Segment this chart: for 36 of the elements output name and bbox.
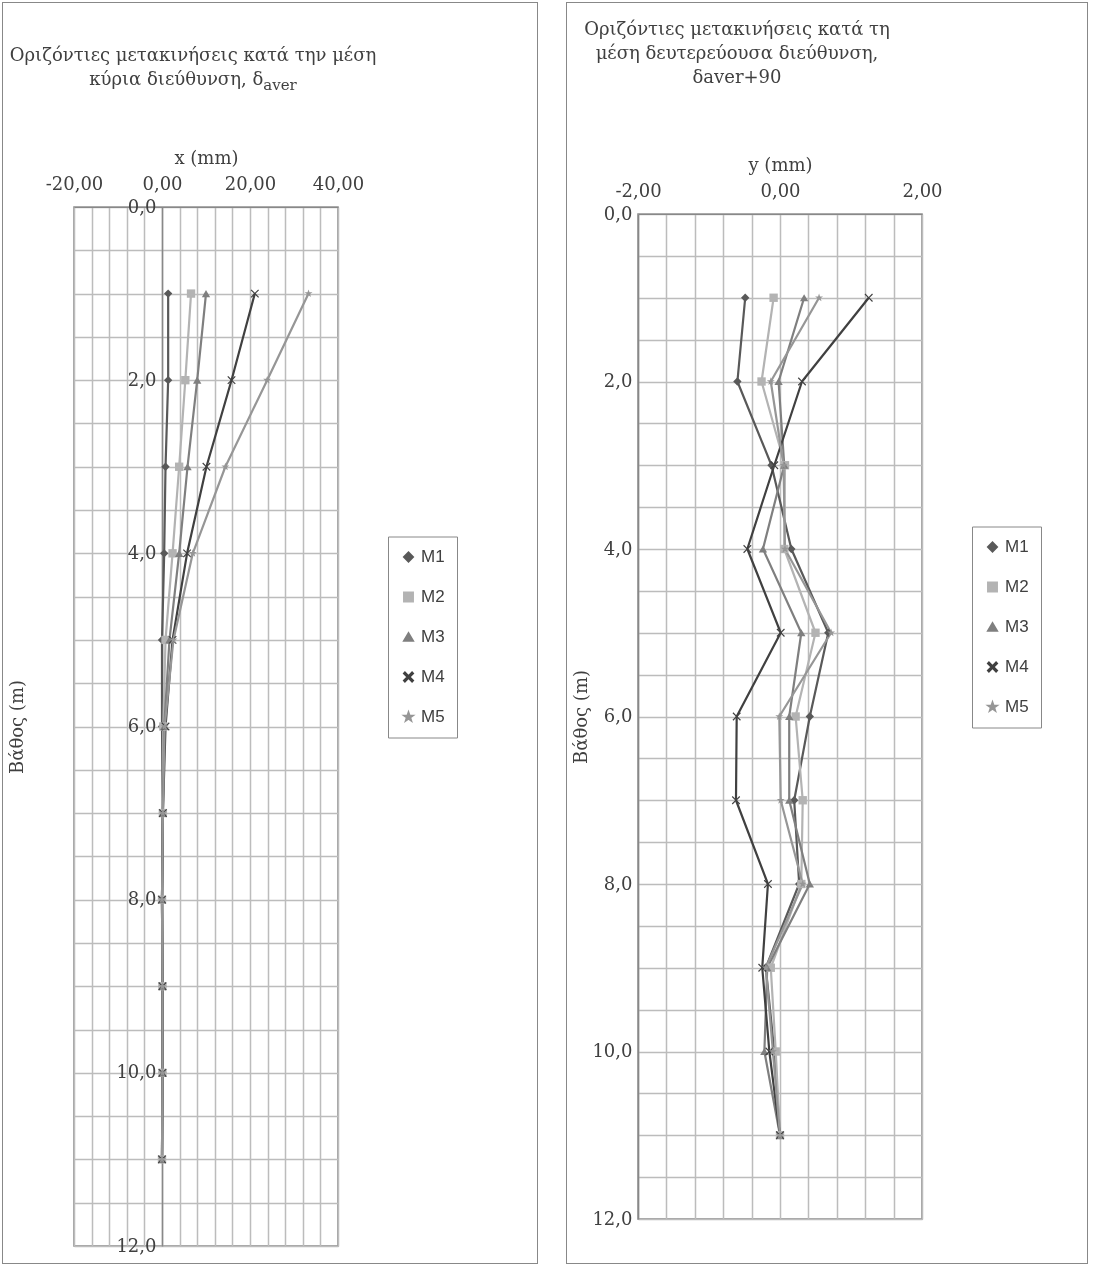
chart-title: Οριζόντιες μετακινήσεις κατά την μέση κύρια διεύθυνση, δ$_{aver}$ (8, 43, 378, 96)
legend-label: M3 (421, 627, 445, 646)
y-tick-label: 2,0 (603, 370, 633, 391)
x-tick-label: 0,00 (142, 172, 183, 194)
legend-label: M3 (1005, 617, 1029, 636)
y-tick-label: 4,0 (127, 541, 157, 563)
y-tick-label: 12,0 (592, 1207, 633, 1229)
legend-label: M4 (421, 667, 445, 686)
y-axis-title: Βάθος (m) (569, 670, 591, 764)
x-axis-title: x (mm) (174, 146, 239, 168)
y-tick-label: 4,0 (603, 537, 633, 559)
x-tick-label: 0,00 (760, 179, 801, 201)
legend-label: M4 (1005, 657, 1029, 676)
x-tick-label: -2,00 (615, 179, 662, 201)
legend-label: M2 (1005, 577, 1029, 596)
y-tick-label: 6,0 (127, 715, 157, 736)
y-tick-label: 10,0 (116, 1061, 157, 1083)
x-tick-label: -20,00 (45, 172, 104, 194)
chart-title: Οριζόντιες μετακινήσεις κατά τη μέση δευτερεύουσα διεύθυνση, δaver+90 (583, 17, 891, 89)
y-tick-label: 2,0 (127, 368, 157, 390)
x-tick-label: 2,00 (902, 179, 943, 201)
legend-label: M5 (421, 707, 445, 726)
x-tick-label: 40,00 (312, 172, 365, 194)
legend-label: M1 (1005, 537, 1029, 556)
x-axis-title: y (mm) (747, 153, 813, 175)
y-tick-label: 6,0 (603, 705, 633, 726)
y-axis-title: Βάθος (m) (5, 680, 27, 774)
legend-label: M5 (1005, 697, 1029, 716)
y-tick-label: 10,0 (592, 1040, 633, 1061)
x-tick-label: 20,00 (224, 172, 277, 194)
y-tick-label: 0,0 (603, 202, 633, 224)
y-tick-label: 8,0 (603, 872, 633, 894)
y-tick-label: 8,0 (127, 888, 157, 910)
legend-label: M1 (421, 547, 445, 566)
y-tick-label: 12,0 (116, 1234, 157, 1256)
legend-label: M2 (421, 587, 445, 606)
